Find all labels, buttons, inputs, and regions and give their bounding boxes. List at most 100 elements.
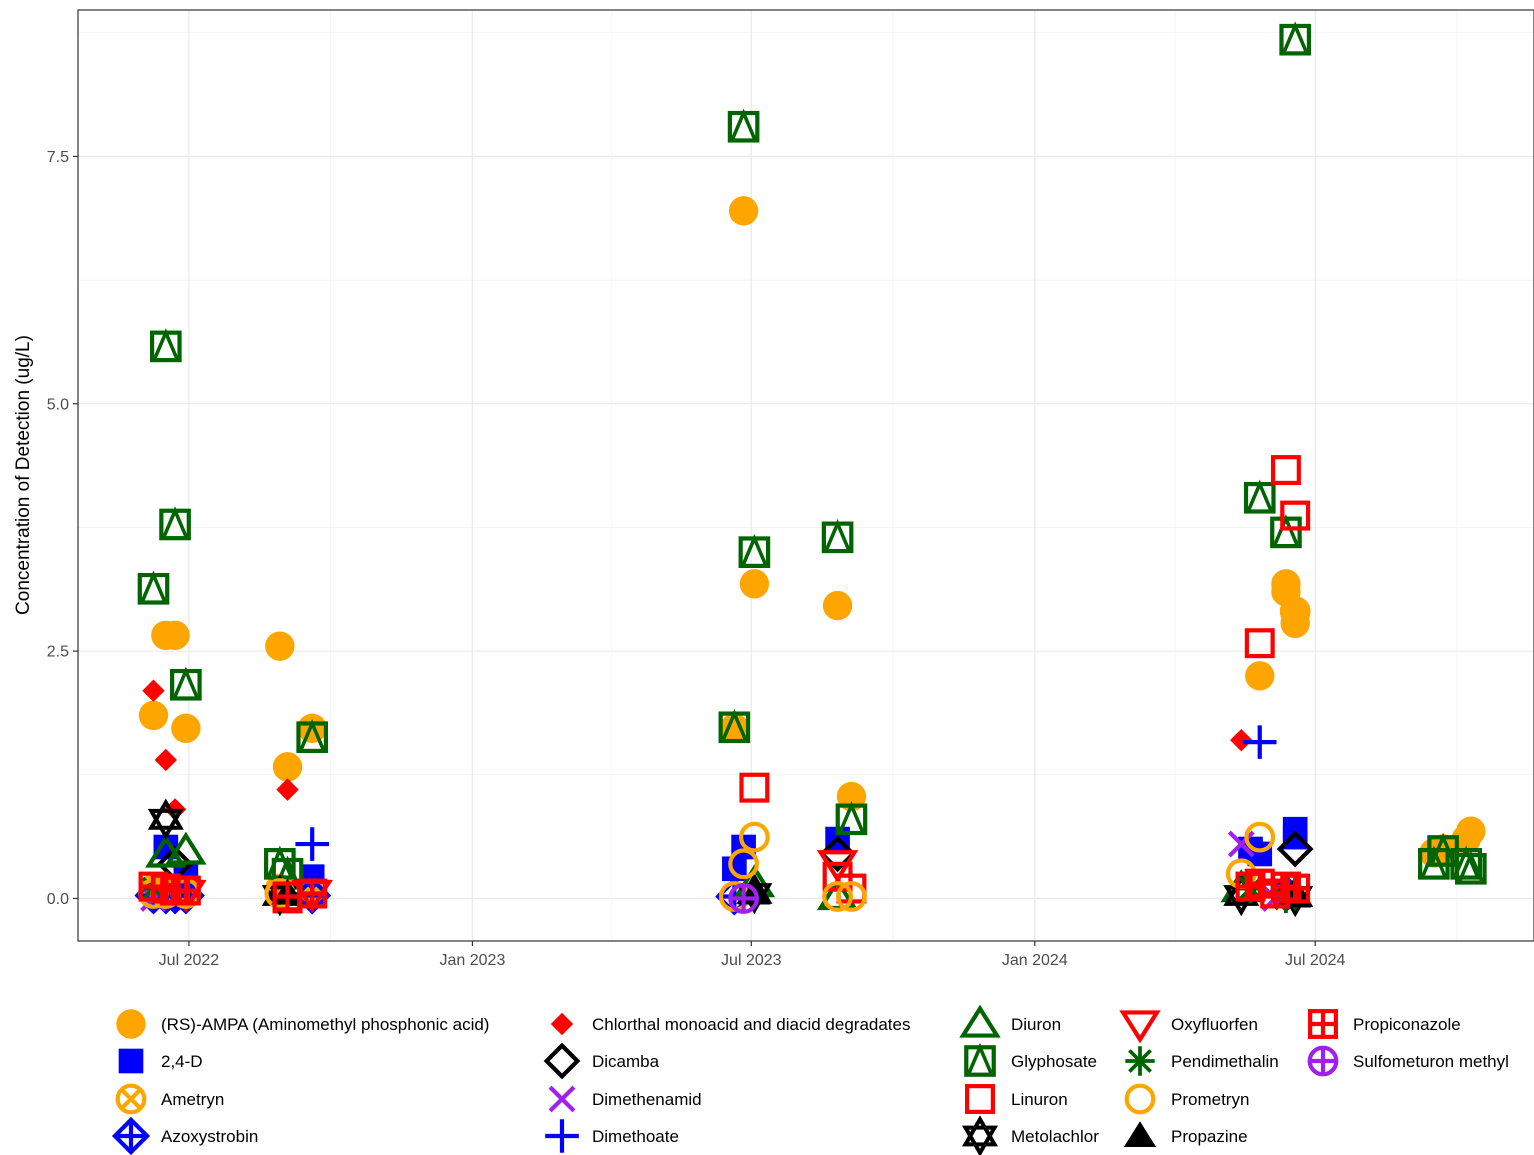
data-point: [739, 772, 770, 803]
x-tick-label: Jul 2024: [1285, 952, 1346, 969]
data-point: [822, 881, 853, 912]
data-point: [1456, 816, 1486, 846]
y-tick-label: 0.0: [47, 891, 69, 908]
legend-label: Linuron: [1011, 1090, 1068, 1109]
data-point: [1282, 824, 1308, 850]
y-tick-label: 7.5: [47, 149, 69, 166]
data-point: [1276, 830, 1314, 868]
series-17: [728, 883, 759, 914]
data-point: [1243, 479, 1276, 514]
data-point: [836, 881, 867, 912]
legend-label: Dicamba: [592, 1052, 660, 1071]
legend-key: [965, 1084, 995, 1114]
data-point: [142, 679, 165, 702]
legend-label: Ametryn: [161, 1090, 224, 1109]
legend-item: Glyphosate: [964, 1042, 1097, 1077]
legend-key: [959, 1004, 1001, 1038]
legend-item: Oxyfluorfen: [1119, 1010, 1258, 1044]
legend-item: Metolachlor: [961, 1115, 1099, 1155]
data-point: [835, 801, 868, 836]
legend-label: Diuron: [1011, 1015, 1061, 1034]
legend-key: [118, 1048, 144, 1074]
data-point: [165, 831, 207, 865]
legend-label: (RS)-AMPA (Aminomethyl phosphonic acid): [161, 1015, 489, 1034]
legend: (RS)-AMPA (Aminomethyl phosphonic acid) 2…: [111, 1004, 1509, 1155]
series-9: [137, 21, 1487, 890]
legend-key: [1123, 1121, 1157, 1148]
data-point: [738, 533, 771, 568]
legend-item: Ametryn: [115, 1083, 224, 1115]
data-point: [1450, 845, 1483, 880]
legend-item: Dimethoate: [545, 1119, 679, 1153]
data-point: [1270, 514, 1302, 549]
legend-label: Sulfometuron methyl: [1353, 1052, 1509, 1071]
legend-key: [1307, 1045, 1339, 1077]
data-point: [821, 519, 854, 554]
legend-item: Pendimethalin: [1125, 1046, 1279, 1076]
data-point: [718, 709, 751, 744]
data-point: [150, 328, 182, 363]
data-point: [296, 718, 329, 754]
data-point: [170, 666, 202, 701]
legend-key: [550, 1012, 574, 1036]
data-point: [147, 798, 184, 841]
legend-key: [1119, 1010, 1161, 1044]
data-point: [265, 631, 295, 661]
legend-key: [1124, 1083, 1156, 1115]
data-point: [1244, 628, 1275, 659]
data-point: [160, 620, 190, 650]
legend-label: Oxyfluorfen: [1171, 1015, 1258, 1034]
data-point: [1279, 21, 1312, 56]
legend-label: Chlorthal monoacid and diacid degradates: [592, 1015, 910, 1034]
data-point: [138, 700, 169, 731]
data-point: [719, 713, 750, 743]
data-point: [1455, 850, 1487, 885]
data-point: [822, 590, 853, 621]
data-point: [1245, 661, 1275, 691]
grid-lines: [78, 10, 1534, 941]
legend-label: Azoxystrobin: [161, 1127, 258, 1146]
x-tick-label: Jan 2024: [1002, 952, 1068, 969]
data-point: [137, 570, 170, 605]
data-point: [727, 108, 760, 143]
data-point: [1280, 500, 1311, 531]
data-point: [1230, 728, 1253, 752]
data-point: [297, 878, 328, 909]
legend-key: [961, 1115, 999, 1155]
data-point: [1242, 725, 1277, 759]
legend-key: [1308, 1009, 1338, 1039]
legend-item: Diuron: [959, 1004, 1061, 1038]
legend-label: Propiconazole: [1353, 1015, 1461, 1034]
data-point: [816, 850, 859, 884]
data-point: [159, 506, 191, 541]
legend-item: Prometryn: [1124, 1083, 1249, 1115]
data-point: [276, 778, 299, 801]
data-points: [134, 21, 1487, 918]
legend-label: Prometryn: [1171, 1090, 1249, 1109]
data-point: [738, 821, 770, 853]
legend-label: Propazine: [1171, 1127, 1248, 1146]
x-tick-label: Jul 2023: [721, 952, 782, 969]
legend-key: [548, 1085, 576, 1113]
data-point: [819, 835, 856, 873]
legend-key: [964, 1042, 996, 1077]
plot-panel-background: [78, 10, 1534, 941]
data-point: [272, 752, 303, 782]
legend-label: Pendimethalin: [1171, 1052, 1279, 1071]
legend-item: Dimethenamid: [548, 1085, 702, 1113]
series-16: [138, 868, 1311, 912]
data-point: [295, 827, 329, 861]
y-tick-label: 5.0: [47, 396, 69, 413]
legend-key: [545, 1119, 579, 1153]
data-point: [297, 713, 327, 743]
x-axis-ticks: Jul 2022 Jan 2023 Jul 2023 Jan 2024 Jul 2024: [159, 941, 1346, 969]
data-point: [739, 569, 770, 599]
x-tick-label: Jul 2022: [159, 952, 220, 969]
legend-label: 2,4-D: [161, 1052, 203, 1071]
plot-panel-border: [77, 9, 1534, 942]
data-point: [272, 881, 303, 912]
x-tick-label: Jan 2023: [440, 952, 506, 969]
data-point: [154, 748, 178, 772]
y-axis-title: Concentration of Detection (ug/L): [13, 335, 34, 615]
